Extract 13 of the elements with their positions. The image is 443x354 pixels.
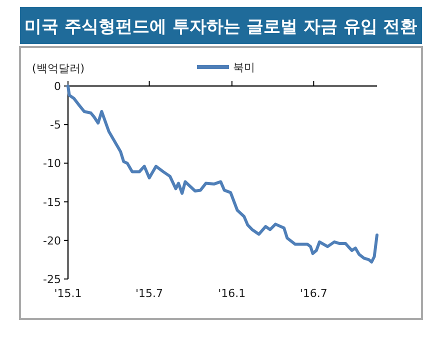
x-tick-label: '16.7	[300, 287, 328, 300]
y-tick-label: -15	[43, 196, 61, 209]
x-tick-label: '16.1	[218, 287, 246, 300]
y-axis-title: (백억달러)	[32, 62, 85, 75]
y-tick-label: 0	[54, 80, 61, 93]
y-tick-label: -20	[43, 234, 61, 248]
x-tick-label: '15.7	[136, 287, 164, 300]
y-tick-label: -10	[43, 157, 61, 170]
y-tick-label: -5	[50, 118, 61, 132]
legend-label: 북미	[233, 61, 255, 74]
y-tick-label: -25	[43, 273, 61, 286]
x-tick-label: '15.1	[54, 287, 82, 300]
chart-title: 미국 주식형펀드에 투자하는 글로벌 자금 유입 전환	[24, 17, 418, 37]
